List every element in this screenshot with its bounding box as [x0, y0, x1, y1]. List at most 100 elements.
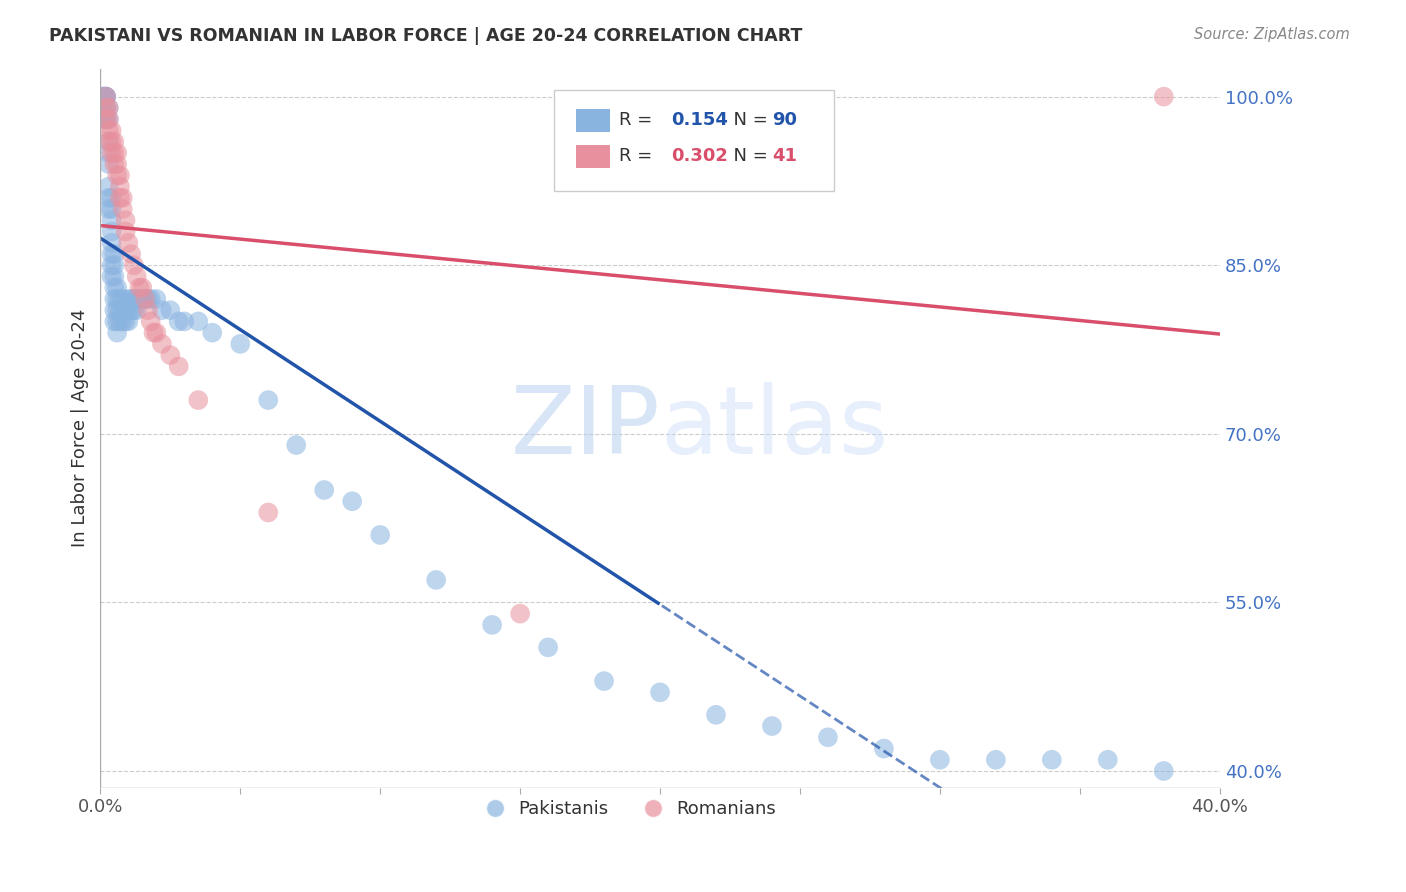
Point [103, 269, 125, 284]
Point [97, 135, 120, 149]
Point [105, 169, 128, 183]
Point [94, 112, 117, 127]
Point [103, 314, 125, 328]
Point [187, 314, 209, 328]
Point [103, 135, 125, 149]
Text: 0.302: 0.302 [671, 147, 728, 165]
Point [100, 269, 122, 284]
Point [111, 303, 134, 318]
Text: 41: 41 [772, 147, 797, 165]
FancyBboxPatch shape [554, 90, 834, 191]
Point [125, 292, 148, 306]
Point [1040, 753, 1063, 767]
Point [817, 731, 839, 745]
Point [91, 89, 114, 103]
Point [481, 618, 503, 632]
Point [128, 281, 150, 295]
Point [122, 258, 145, 272]
Point [94, 101, 117, 115]
Point [120, 247, 142, 261]
Point [117, 235, 139, 250]
Point [94, 101, 117, 115]
Point [100, 191, 122, 205]
Point [108, 179, 131, 194]
Point [100, 258, 122, 272]
Point [145, 292, 167, 306]
Point [111, 314, 134, 328]
Point [94, 89, 117, 103]
Point [94, 89, 117, 103]
Text: PAKISTANI VS ROMANIAN IN LABOR FORCE | AGE 20-24 CORRELATION CHART: PAKISTANI VS ROMANIAN IN LABOR FORCE | A… [49, 27, 803, 45]
Point [100, 213, 122, 227]
Point [111, 292, 134, 306]
Point [108, 303, 131, 318]
Point [111, 191, 134, 205]
Point [91, 101, 114, 115]
Text: atlas: atlas [659, 382, 889, 475]
Legend: Pakistanis, Romanians: Pakistanis, Romanians [470, 793, 783, 826]
Point [873, 741, 896, 756]
Point [928, 753, 950, 767]
Point [201, 326, 224, 340]
Point [134, 292, 156, 306]
Point [94, 112, 117, 127]
Text: R =: R = [619, 112, 658, 129]
Point [145, 326, 167, 340]
Point [97, 179, 120, 194]
Point [97, 101, 120, 115]
Point [314, 483, 336, 497]
Point [761, 719, 783, 733]
Point [100, 202, 122, 216]
Point [128, 292, 150, 306]
Point [108, 169, 131, 183]
Point [1097, 753, 1119, 767]
Point [100, 247, 122, 261]
Point [111, 202, 134, 216]
Text: 0.154: 0.154 [671, 112, 728, 129]
Point [117, 292, 139, 306]
Point [97, 112, 120, 127]
Point [1153, 89, 1175, 103]
Point [97, 135, 120, 149]
Point [257, 506, 280, 520]
Point [648, 685, 671, 699]
Point [704, 707, 727, 722]
Text: N =: N = [721, 147, 773, 165]
Point [100, 135, 122, 149]
Point [97, 101, 120, 115]
Point [142, 326, 165, 340]
Point [94, 89, 117, 103]
Point [117, 303, 139, 318]
Point [105, 314, 128, 328]
Text: Source: ZipAtlas.com: Source: ZipAtlas.com [1194, 27, 1350, 42]
Point [108, 292, 131, 306]
Point [425, 573, 447, 587]
Point [103, 145, 125, 160]
Point [229, 337, 252, 351]
Point [134, 292, 156, 306]
Point [100, 145, 122, 160]
Point [114, 225, 136, 239]
Point [131, 281, 153, 295]
Point [368, 528, 391, 542]
Point [105, 326, 128, 340]
Point [108, 314, 131, 328]
Point [114, 314, 136, 328]
Point [97, 191, 120, 205]
Point [100, 123, 122, 137]
Point [150, 337, 173, 351]
Point [131, 292, 153, 306]
Point [150, 303, 173, 318]
Point [91, 89, 114, 103]
Point [108, 191, 131, 205]
Point [285, 438, 308, 452]
Point [97, 202, 120, 216]
Point [120, 292, 142, 306]
Point [105, 145, 128, 160]
Point [105, 157, 128, 171]
Point [114, 303, 136, 318]
Point [103, 303, 125, 318]
Point [91, 112, 114, 127]
Point [105, 303, 128, 318]
Point [593, 674, 616, 689]
